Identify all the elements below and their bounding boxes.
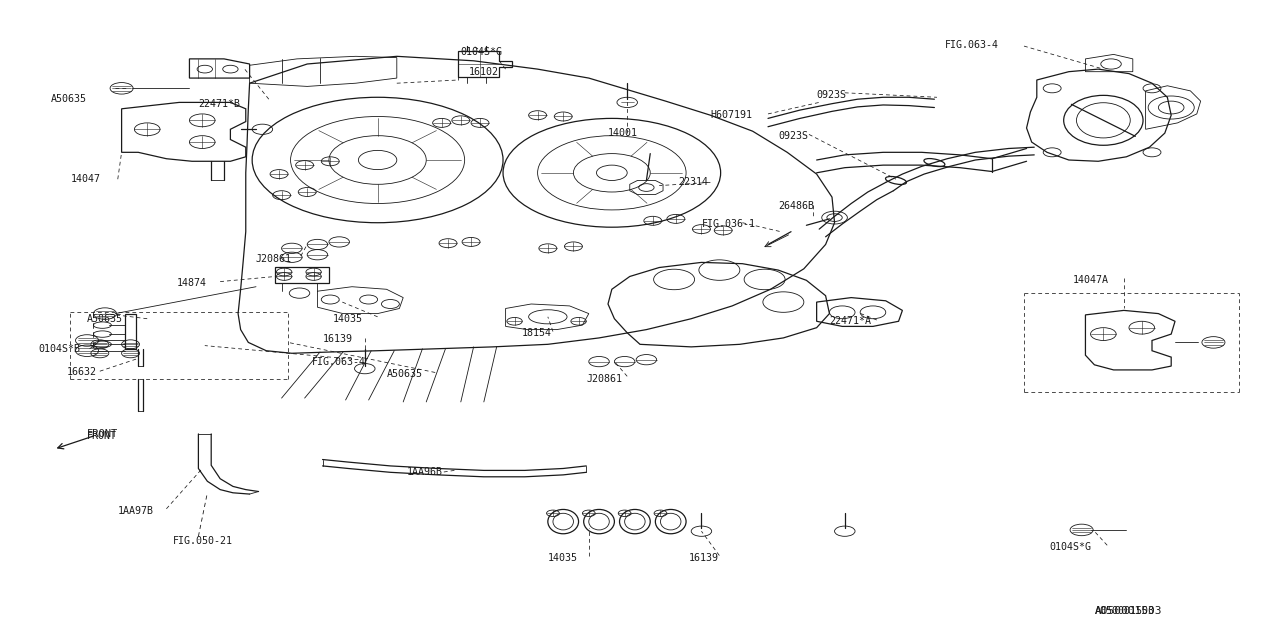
Text: 14874: 14874 [177,278,206,288]
Text: 22471*A: 22471*A [829,316,872,326]
Text: FIG.036-1: FIG.036-1 [701,219,755,229]
Text: FIG.063-4: FIG.063-4 [945,40,998,50]
Text: 0104S*G: 0104S*G [1050,542,1092,552]
Text: 14035: 14035 [333,314,362,324]
Text: FRONT: FRONT [87,431,116,442]
Text: A50635: A50635 [387,369,422,380]
Text: 16139: 16139 [323,334,352,344]
Text: 14047: 14047 [70,174,100,184]
Text: FRONT: FRONT [87,429,118,439]
Text: 16632: 16632 [67,367,96,378]
Text: 16139: 16139 [689,553,718,563]
Text: 16102: 16102 [468,67,498,77]
Text: 22314: 22314 [678,177,708,188]
Bar [125,314,136,349]
Text: A050001503: A050001503 [1094,606,1155,616]
Text: 14047A: 14047A [1073,275,1108,285]
Text: J20861: J20861 [586,374,622,384]
Text: 1AA97B: 1AA97B [118,506,154,516]
Text: A050001503: A050001503 [1094,606,1162,616]
Text: 1AA96B: 1AA96B [407,467,443,477]
Text: 0104S*B: 0104S*B [38,344,81,354]
Text: J20861: J20861 [256,254,292,264]
Text: 18154: 18154 [522,328,552,338]
Bar [275,267,329,283]
Text: 26486B: 26486B [778,201,814,211]
Text: A50635: A50635 [87,314,123,324]
Text: FIG.063-4: FIG.063-4 [312,356,366,367]
Text: 0923S: 0923S [778,131,808,141]
Text: 14035: 14035 [548,553,577,563]
Text: 14001: 14001 [608,128,637,138]
Text: FIG.050-21: FIG.050-21 [173,536,233,546]
Text: 0923S: 0923S [817,90,846,100]
Text: H607191: H607191 [710,110,753,120]
Text: 0104S*G: 0104S*G [461,47,503,58]
Text: 22471*B: 22471*B [198,99,241,109]
Text: A50635: A50635 [51,94,87,104]
